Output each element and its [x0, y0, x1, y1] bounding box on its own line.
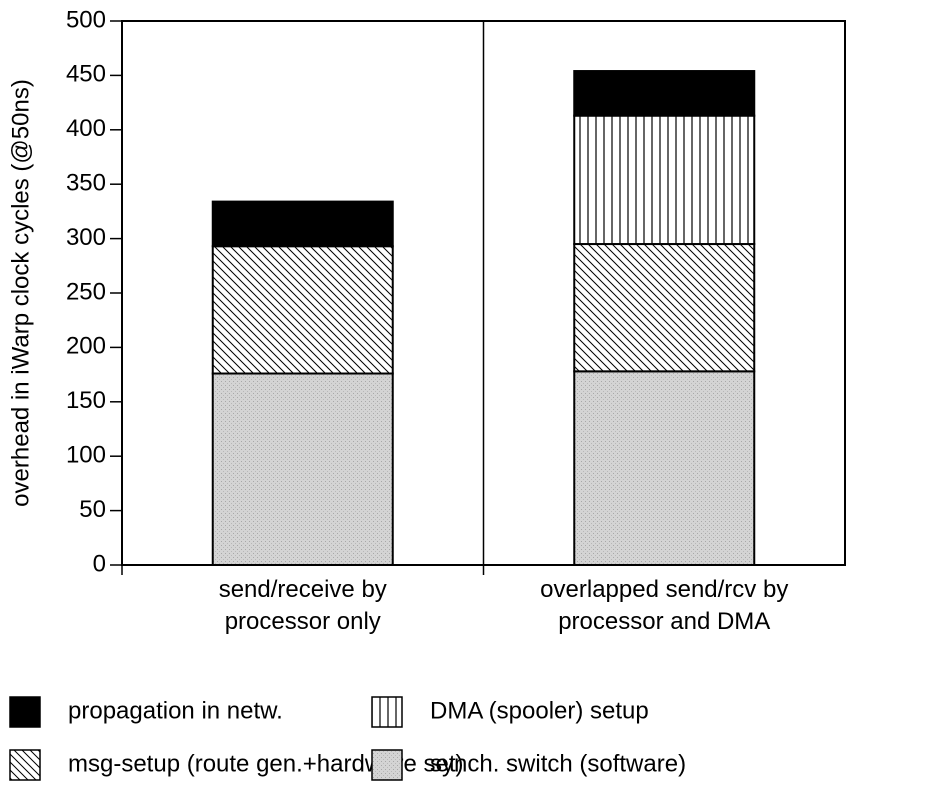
y-tick-label: 500: [66, 6, 106, 33]
bar-segment: [573, 243, 756, 373]
y-axis-label: overhead in iWarp clock cycles (@50ns): [7, 79, 34, 507]
y-tick-label: 200: [66, 333, 106, 360]
bar-segment: [573, 70, 756, 117]
y-tick-label: 100: [66, 442, 106, 469]
y-tick-label: 50: [79, 496, 106, 523]
legend-label: msg-setup (route gen.+hardware set): [68, 750, 464, 777]
bar-segment: [573, 114, 756, 246]
bar-segment: [573, 370, 756, 566]
legend-label: synch. switch (software): [430, 750, 686, 777]
legend-swatch: [9, 749, 41, 781]
y-tick-label: 400: [66, 115, 106, 142]
y-tick-label: 300: [66, 224, 106, 251]
legend-swatch: [371, 696, 403, 728]
y-tick-label: 450: [66, 61, 106, 88]
y-tick-label: 250: [66, 278, 106, 305]
y-tick-label: 0: [93, 550, 106, 577]
x-tick-label: send/receive by processor only: [218, 576, 387, 635]
legend-swatch: [9, 696, 41, 728]
bar-segment: [211, 200, 394, 248]
bar-segment: [211, 245, 394, 375]
legend-label: DMA (spooler) setup: [430, 697, 649, 724]
bar-segment: [211, 372, 394, 566]
legend-label: propagation in netw.: [68, 697, 283, 724]
y-tick-label: 150: [66, 387, 106, 414]
legend-swatch: [371, 749, 403, 781]
x-tick-label: overlapped send/rcv by processor and DMA: [540, 576, 789, 635]
y-tick-label: 350: [66, 170, 106, 197]
